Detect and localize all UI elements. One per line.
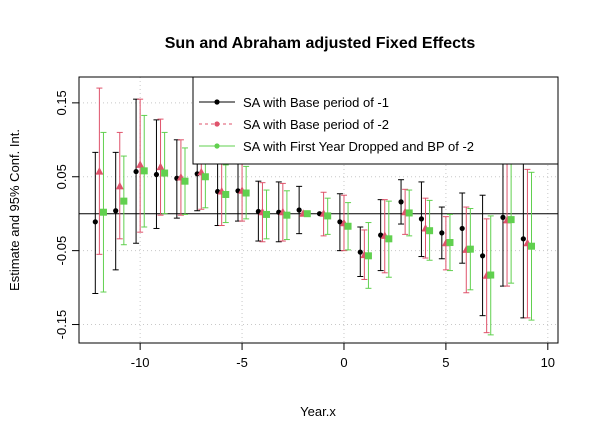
data-point	[426, 227, 434, 235]
data-point	[255, 208, 261, 215]
data-point	[95, 167, 104, 175]
y-axis-label: Estimate and 95% Conf. Int.	[7, 129, 22, 291]
data-point	[181, 177, 189, 185]
data-point	[283, 211, 291, 219]
legend-label-2: SA with Base period of -2	[243, 117, 389, 132]
chart-title: Sun and Abraham adjusted Fixed Effects	[165, 35, 476, 52]
data-point	[140, 167, 148, 175]
data-point	[337, 219, 343, 225]
data-point	[92, 219, 98, 225]
data-point	[344, 222, 352, 230]
data-point	[364, 252, 372, 260]
data-point	[398, 199, 404, 205]
data-point	[120, 197, 128, 205]
series-3	[99, 114, 536, 336]
x-tick-label: -5	[236, 355, 248, 370]
data-point	[133, 168, 139, 175]
data-point	[439, 230, 445, 236]
data-point	[459, 225, 465, 232]
data-point	[153, 171, 160, 178]
data-point	[378, 232, 384, 238]
x-axis: -10 -5 0 5 10	[131, 343, 555, 370]
data-point	[500, 214, 506, 220]
legend-label-3: SA with First Year Dropped and BP of -2	[243, 139, 474, 154]
y-tick-label: -0.05	[54, 236, 69, 266]
data-point	[303, 210, 311, 218]
x-axis-label: Year.x	[300, 404, 336, 419]
x-tick-label: 0	[340, 355, 347, 370]
data-point	[357, 249, 363, 255]
data-point	[136, 160, 145, 168]
data-point	[479, 253, 486, 259]
legend-box	[192, 76, 559, 165]
data-point	[528, 242, 536, 250]
data-point	[466, 245, 474, 253]
data-point	[115, 181, 124, 190]
data-point	[161, 169, 169, 177]
data-point	[263, 210, 271, 218]
series-1	[92, 98, 527, 319]
data-point	[156, 162, 165, 171]
y-tick-label: 0.15	[54, 90, 69, 115]
data-point	[520, 236, 526, 242]
data-point	[201, 173, 209, 181]
legend-marker-3	[214, 143, 220, 149]
x-tick-label: -10	[131, 355, 150, 370]
data-point	[487, 271, 495, 279]
data-point	[324, 212, 332, 220]
x-tick-label: 10	[541, 355, 555, 370]
series-2	[95, 87, 532, 334]
legend-label-1: SA with Base period of -1	[243, 95, 389, 110]
x-tick-label: 5	[442, 355, 449, 370]
data-point	[418, 216, 425, 222]
series-layer	[92, 87, 536, 336]
data-point	[296, 207, 302, 213]
y-tick-label: -0.15	[54, 310, 69, 340]
data-point	[507, 216, 515, 224]
data-point	[113, 208, 119, 214]
legend-marker-1	[214, 99, 220, 105]
data-point	[385, 235, 393, 243]
data-point	[99, 208, 107, 216]
y-tick-label: 0.05	[54, 164, 69, 189]
data-point	[405, 209, 413, 217]
data-point	[446, 239, 454, 247]
legend: SA with Base period of -1 SA with Base pe…	[192, 76, 559, 165]
legend-marker-2	[214, 121, 220, 127]
data-point	[242, 189, 250, 197]
data-point	[222, 190, 230, 198]
y-axis: -0.15 -0.05 0.05 0.15	[54, 90, 79, 339]
